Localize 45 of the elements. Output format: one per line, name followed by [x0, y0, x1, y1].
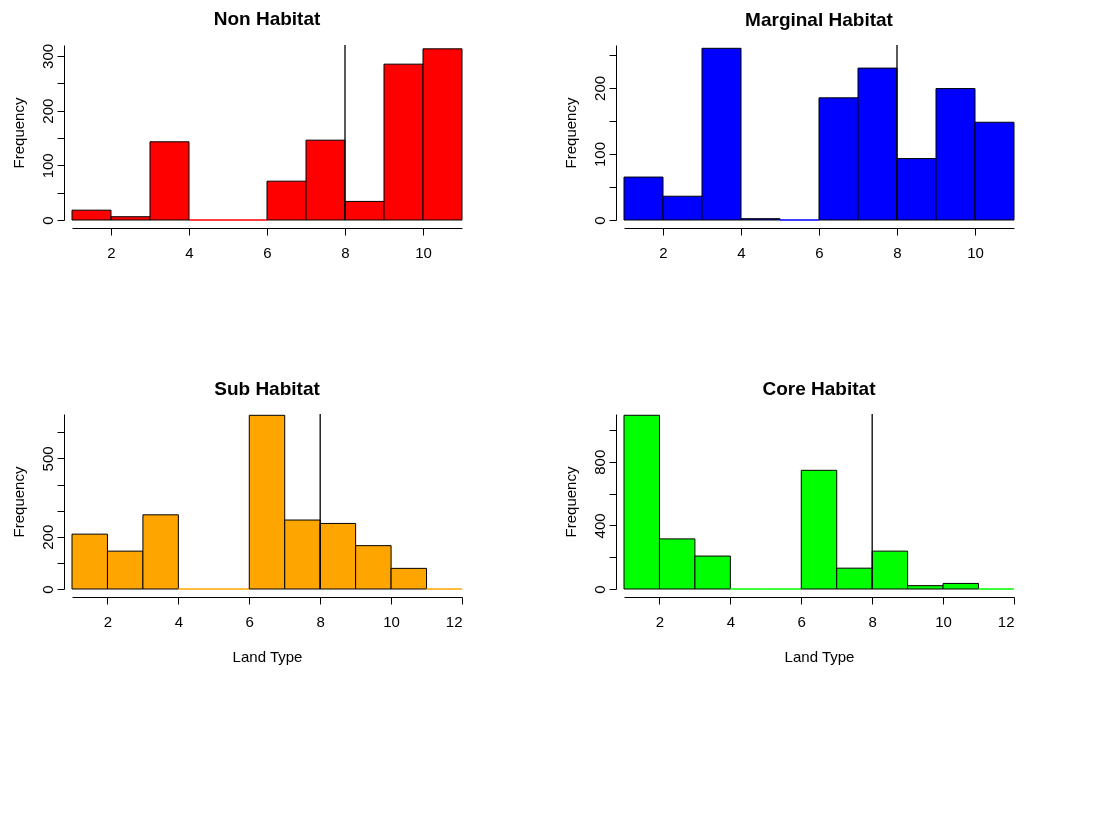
x-tick-label: 2 — [655, 612, 665, 630]
y-tick-label: 0 — [38, 216, 56, 225]
chart-title: Sub Habitat — [214, 378, 321, 400]
y-tick-label: 800 — [590, 449, 608, 475]
x-tick-label: 4 — [737, 243, 746, 261]
x-tick-label: 6 — [797, 612, 806, 630]
chart-title: Core Habitat — [762, 378, 877, 400]
y-axis-title: Frequency — [9, 97, 27, 169]
x-tick-label: 4 — [726, 612, 736, 630]
x-tick-label: 12 — [997, 612, 1015, 630]
chart-title: Non Habitat — [213, 8, 321, 30]
x-tick-label: 6 — [815, 243, 824, 261]
x-tick-label: 6 — [245, 612, 254, 630]
x-tick-label: 10 — [967, 243, 984, 261]
x-tick-label: 8 — [868, 612, 877, 630]
y-tick-label: 300 — [38, 43, 56, 69]
chart-title: Marginal Habitat — [745, 9, 894, 31]
x-tick-label: 12 — [445, 612, 463, 630]
x-tick-label: 8 — [893, 243, 902, 261]
x-tick-label: 2 — [107, 243, 116, 261]
x-axis-title: Land Type — [784, 647, 855, 665]
y-tick-label: 200 — [38, 98, 56, 124]
y-tick-label: 0 — [38, 585, 56, 594]
x-tick-label: 2 — [103, 612, 113, 630]
x-tick-label: 4 — [174, 612, 184, 630]
x-tick-label: 8 — [316, 612, 325, 630]
x-tick-label: 2 — [659, 243, 668, 261]
y-axis-title: Frequency — [9, 466, 27, 538]
x-tick-label: 6 — [263, 243, 272, 261]
y-tick-label: 400 — [590, 513, 608, 539]
y-axis-title: Frequency — [561, 97, 579, 169]
x-tick-label: 10 — [935, 612, 952, 630]
y-tick-label: 0 — [590, 216, 608, 225]
y-tick-label: 0 — [590, 585, 608, 594]
x-tick-label: 10 — [415, 243, 432, 261]
y-tick-label: 200 — [38, 524, 56, 550]
x-tick-label: 8 — [341, 243, 350, 261]
y-tick-label: 200 — [590, 75, 608, 101]
y-tick-label: 100 — [38, 153, 56, 179]
y-axis-title: Frequency — [561, 466, 579, 538]
x-tick-label: 10 — [383, 612, 400, 630]
x-tick-label: 4 — [185, 243, 194, 261]
x-axis-title: Land Type — [232, 647, 303, 665]
y-tick-label: 100 — [590, 141, 608, 167]
y-tick-label: 500 — [38, 446, 56, 472]
